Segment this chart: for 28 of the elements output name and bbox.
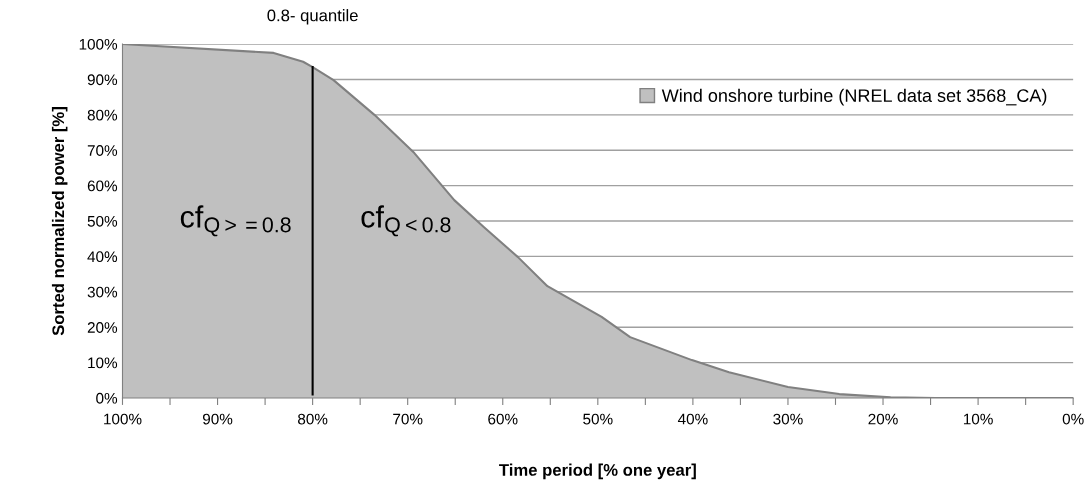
y-tick-label: 80% — [87, 109, 118, 121]
y-tick-label: 100% — [79, 38, 118, 50]
y-tick-label: 90% — [87, 74, 118, 86]
x-tick-label: 70% — [393, 413, 423, 425]
y-tick-label: 20% — [87, 322, 118, 333]
x-tick-label: 30% — [773, 413, 803, 425]
x-tick-label: 0% — [1062, 413, 1084, 425]
y-tick-label: 50% — [87, 215, 118, 227]
y-tick-label: 0% — [96, 392, 118, 404]
x-axis-title: Time period [% one year] — [499, 463, 696, 480]
y-axis-title: Sorted normalized power [%] — [51, 107, 68, 336]
x-tick-label: 50% — [583, 413, 613, 425]
legend-label: Wind onshore turbine (NREL data set 3568_CA) — [661, 88, 1047, 106]
y-tick-label: 40% — [87, 251, 118, 263]
y-tick-label: 30% — [87, 286, 118, 298]
x-tick-label: 100% — [104, 413, 142, 425]
ref-line-label: 0.8- quantile — [267, 9, 358, 25]
x-tick-label: 10% — [963, 413, 993, 425]
x-tick-label: 20% — [868, 413, 898, 425]
y-tick-label: 70% — [87, 145, 118, 156]
x-tick-label: 60% — [488, 413, 518, 425]
x-tick-label: 40% — [677, 413, 708, 425]
x-tick-label: 90% — [202, 413, 233, 425]
y-tick-label: 60% — [87, 180, 118, 192]
x-tick-label: 80% — [298, 413, 328, 425]
annotation: cf$_{Q>=0.8}$ — [180, 205, 291, 237]
y-tick-label: 10% — [88, 357, 118, 369]
annotation: cf$_{Q<0.8}$ — [361, 205, 451, 237]
